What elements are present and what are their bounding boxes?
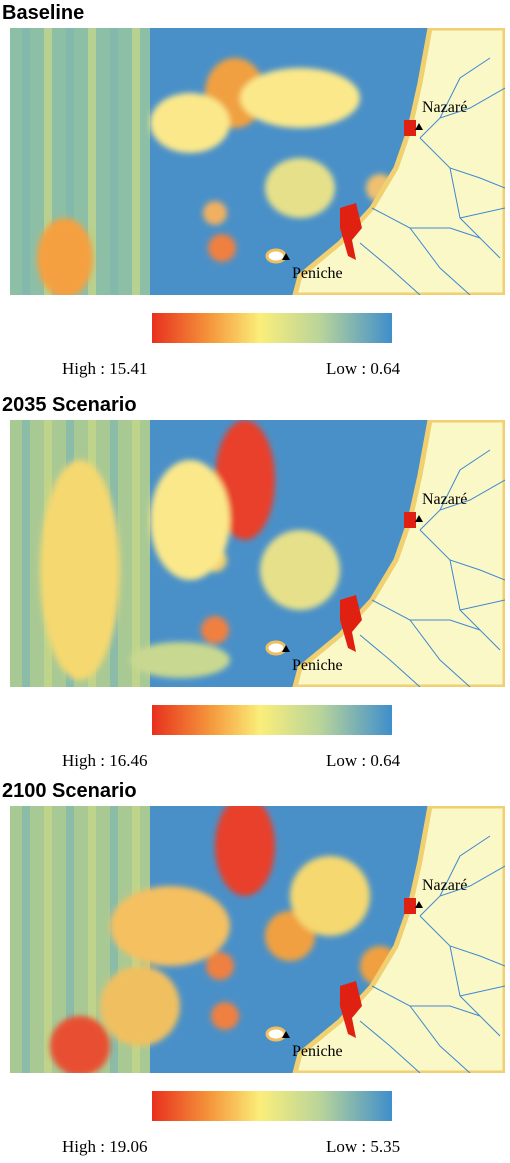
hotspot (150, 460, 230, 580)
stripe (132, 28, 140, 295)
river (419, 865, 505, 917)
town (404, 898, 416, 914)
river (419, 479, 505, 531)
stripe (132, 420, 140, 687)
hotspots (40, 420, 340, 680)
river (459, 207, 505, 219)
map: Nazaré Peniche (10, 420, 505, 687)
stripe (88, 28, 96, 295)
panel: Baseline Nazaré Peniche High : 15.41 Low : 0… (2, 2, 505, 378)
town (404, 512, 416, 528)
place-label: Nazaré (422, 99, 467, 116)
hotspot (211, 1002, 239, 1030)
river (410, 227, 481, 239)
river (359, 242, 421, 295)
river (419, 915, 505, 967)
map: Nazaré Peniche (10, 806, 505, 1073)
river (359, 1020, 421, 1073)
marker (415, 901, 423, 908)
hotspot (100, 966, 180, 1046)
stripe (110, 28, 118, 295)
river (371, 207, 471, 295)
hotspot (201, 616, 229, 644)
river (439, 835, 491, 897)
place-label: Peniche (292, 265, 343, 282)
river (459, 985, 505, 997)
legend-bar (152, 313, 392, 343)
river (459, 599, 505, 611)
legend-high: High : 19.06 (62, 1137, 147, 1156)
legend-high: High : 16.46 (62, 751, 147, 770)
peninsula (265, 248, 287, 264)
map: Nazaré Peniche (10, 28, 505, 295)
land (292, 420, 505, 687)
place-label: Nazaré (422, 491, 467, 508)
legend-low: Low : 5.35 (326, 1137, 400, 1156)
hotspot (215, 420, 275, 540)
hotspot (203, 201, 227, 225)
estuary (340, 981, 362, 1038)
estuary (340, 595, 362, 652)
hotspot (110, 886, 230, 966)
estuary (340, 203, 362, 260)
river (419, 529, 505, 581)
legend-bar (152, 1091, 392, 1121)
town (404, 120, 416, 136)
marker (282, 253, 290, 260)
hotspot (37, 218, 93, 295)
stripe (22, 420, 30, 687)
river (371, 985, 471, 1073)
place-label: Nazaré (422, 877, 467, 894)
river (439, 449, 491, 511)
hotspots (37, 58, 394, 295)
stripe (66, 28, 74, 295)
panel-title: 2035 Scenario (2, 394, 137, 416)
stripe (66, 806, 74, 1073)
hotspot (260, 530, 340, 610)
river (419, 87, 505, 139)
stripe (22, 806, 30, 1073)
stripe (88, 806, 96, 1073)
legend-low: Low : 0.64 (326, 359, 401, 378)
legend-bar (152, 705, 392, 735)
stripe (44, 806, 52, 1073)
hotspot (290, 856, 370, 936)
peninsula (265, 1026, 287, 1042)
hotspot (208, 234, 236, 262)
hotspot (215, 806, 275, 896)
stripe (22, 28, 30, 295)
river (371, 599, 471, 687)
marker (415, 515, 423, 522)
legend-low: Low : 0.64 (326, 751, 401, 770)
peninsula (265, 640, 287, 656)
land (292, 28, 505, 295)
hotspot (206, 952, 234, 980)
hotspot (40, 460, 120, 680)
panel: 2100 Scenario Nazaré Peniche High : 19.06 Lo… (2, 780, 505, 1156)
hotspot (265, 158, 335, 218)
legend-high: High : 15.41 (62, 359, 147, 378)
river (410, 1005, 481, 1017)
panel: 2035 Scenario Nazaré Peniche High : 16.46 Lo… (2, 394, 505, 770)
place-label: Peniche (292, 1043, 343, 1060)
river (359, 634, 421, 687)
panel-title: Baseline (2, 2, 84, 24)
river (439, 57, 491, 119)
hotspot (50, 1016, 110, 1073)
marker (282, 1031, 290, 1038)
marker (415, 123, 423, 130)
panel-title: 2100 Scenario (2, 780, 137, 802)
hotspot (150, 93, 230, 153)
hotspot (130, 642, 230, 678)
hotspot (240, 68, 360, 128)
land (292, 806, 505, 1073)
river (410, 619, 481, 631)
marker (282, 645, 290, 652)
stripe (44, 28, 52, 295)
place-label: Peniche (292, 657, 343, 674)
river (419, 137, 505, 189)
